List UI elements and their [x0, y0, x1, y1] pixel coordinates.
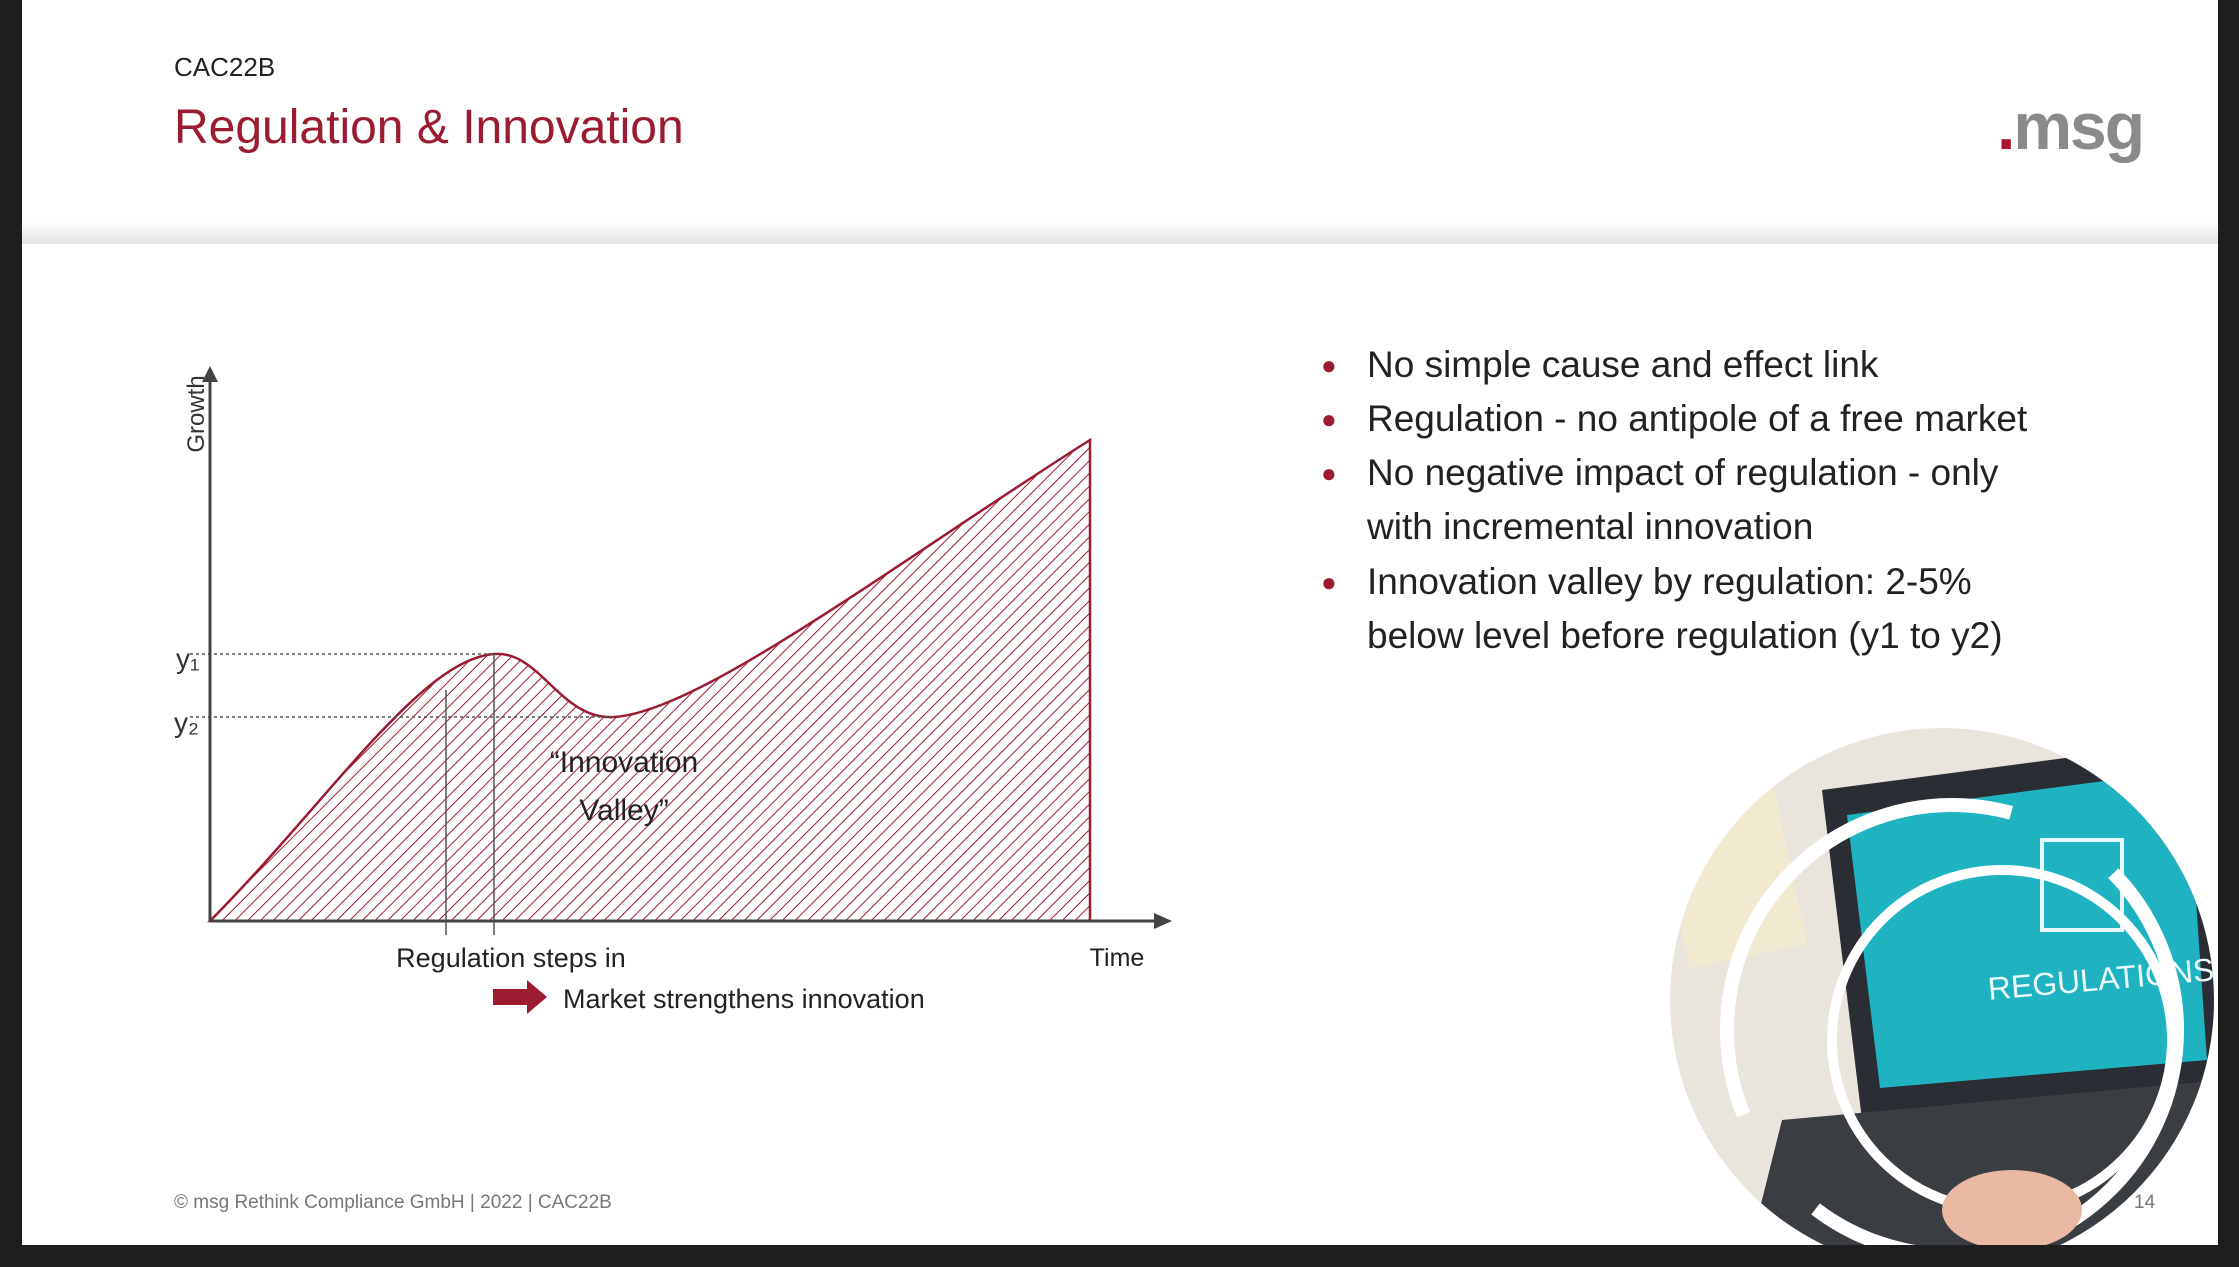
- photo: REGULATIONS: [1670, 728, 2214, 1245]
- bullet-line: with incremental innovation: [1367, 506, 1814, 547]
- y1-label: y₁: [176, 643, 199, 674]
- slide-code: CAC22B: [174, 52, 276, 82]
- y-axis-label: Growth: [183, 375, 210, 452]
- bullet: ● No negative impact of regulation - only…: [1321, 446, 1999, 554]
- bullet: ● Innovation valley by regulation: 2-5% be…: [1321, 555, 2003, 663]
- bullet: ● Regulation - no antipole of a free mark…: [1321, 392, 2028, 446]
- growth-area: [207, 437, 1092, 923]
- y2-label: y₂: [174, 707, 199, 738]
- header-band: [22, 222, 2218, 244]
- slide-title: Regulation & Innovation: [174, 101, 684, 154]
- logo: .msg: [1997, 89, 2145, 163]
- bullet-line: No simple cause and effect link: [1367, 344, 1879, 385]
- valley-label: “Innovation: [550, 746, 698, 779]
- slide: CAC22B Regulation & Innovation .msg Grow…: [22, 0, 2218, 1245]
- diagram: Growth y₁ y₂ “Innovation Valley” Regulat…: [174, 366, 2214, 1245]
- bullet: ● No simple cause and effect link: [1321, 338, 1879, 392]
- arrow-icon: [493, 980, 547, 1014]
- bullet-line: Innovation valley by regulation: 2-5%: [1367, 561, 1972, 602]
- x-axis-arrow: [1154, 913, 1172, 929]
- arrow-label: Market strengthens innovation: [563, 984, 925, 1014]
- logo-text: msg: [2013, 89, 2145, 163]
- x-axis-label: Time: [1090, 944, 1145, 972]
- y-axis-arrow: [202, 366, 218, 382]
- regulation-label: Regulation steps in: [396, 943, 626, 973]
- bullet-line: Regulation - no antipole of a free marke…: [1367, 398, 2028, 439]
- footer-copyright: © msg Rethink Compliance GmbH | 2022 | C…: [174, 1192, 612, 1213]
- bullet-line: No negative impact of regulation - only: [1367, 452, 1999, 493]
- valley-label: Valley”: [579, 794, 668, 827]
- bullet-line: below level before regulation (y1 to y2): [1367, 615, 2003, 656]
- page-number: 14: [2134, 1192, 2156, 1213]
